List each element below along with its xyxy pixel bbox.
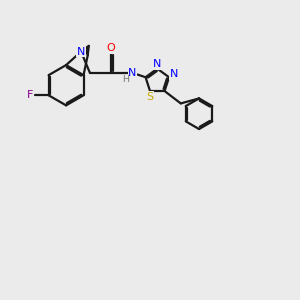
- Text: N: N: [128, 68, 136, 78]
- Text: F: F: [27, 90, 33, 100]
- Text: H: H: [122, 75, 129, 84]
- Text: N: N: [153, 59, 161, 69]
- Text: N: N: [77, 46, 85, 57]
- Text: S: S: [146, 92, 154, 102]
- Text: O: O: [107, 44, 116, 53]
- Text: N: N: [169, 69, 178, 79]
